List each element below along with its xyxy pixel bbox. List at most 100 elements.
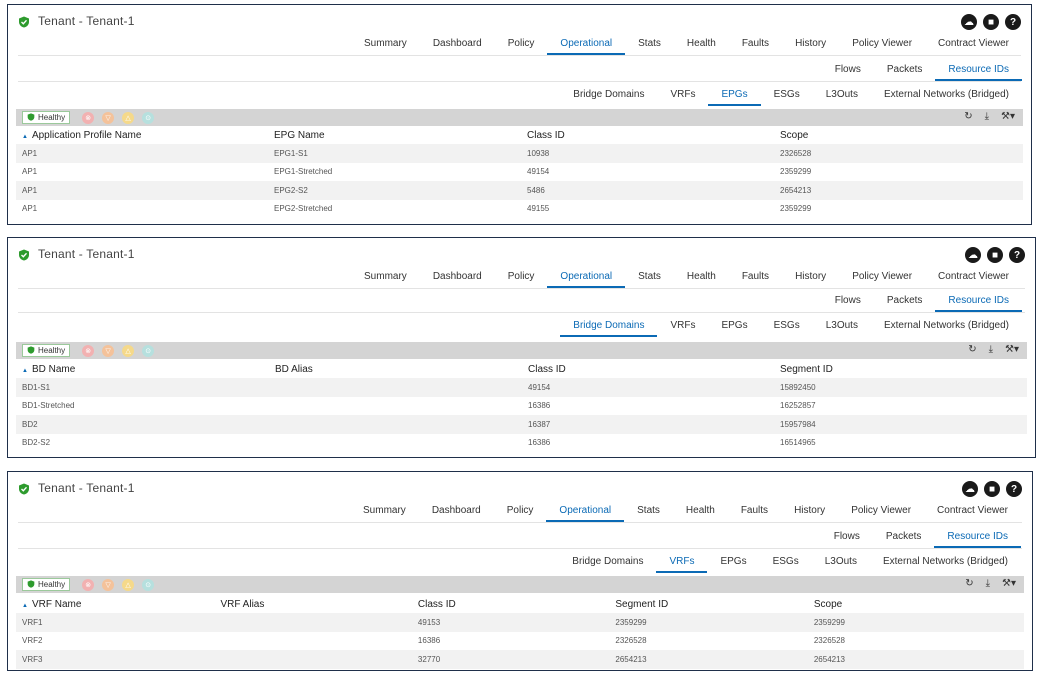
column-header-bd-name[interactable]: ▲ BD Name — [16, 364, 269, 375]
table-row[interactable]: AP1 EPG2-S2 5486 2654213 — [16, 181, 1023, 200]
tab-health[interactable]: Health — [686, 271, 716, 282]
tab-contract-viewer[interactable]: Contract Viewer — [937, 505, 1008, 516]
tools-icon[interactable]: ⚒▾ — [1001, 111, 1015, 122]
restab-bridge-domains[interactable]: Bridge Domains — [572, 556, 644, 567]
major-icon[interactable]: ▽ — [102, 111, 115, 124]
column-header-epg-name[interactable]: EPG Name — [268, 130, 521, 141]
column-header-scope[interactable]: Scope — [808, 599, 1024, 610]
subtab-packets[interactable]: Packets — [886, 64, 923, 75]
restab-external-networks-bridged[interactable]: External Networks (Bridged) — [883, 89, 1009, 100]
column-header-segment-id[interactable]: Segment ID — [609, 599, 807, 610]
table-row[interactable]: BD2-S2 16386 16514965 — [16, 434, 1027, 453]
critical-icon[interactable]: ⊗ — [82, 344, 95, 357]
restab-bridge-domains[interactable]: Bridge Domains — [560, 319, 658, 337]
table-row[interactable]: AP1 EPG2-Stretched 49155 2359299 — [16, 200, 1023, 219]
download-icon[interactable]: ⤓ — [984, 111, 990, 122]
tab-faults[interactable]: Faults — [740, 505, 769, 516]
column-header-vrf-alias[interactable]: VRF Alias — [214, 599, 411, 610]
tab-history[interactable]: History — [795, 38, 827, 49]
tab-dashboard[interactable]: Dashboard — [432, 271, 482, 282]
tab-history[interactable]: History — [794, 505, 826, 516]
restab-external-networks-bridged[interactable]: External Networks (Bridged) — [882, 556, 1008, 567]
tools-icon[interactable]: ⚒▾ — [1005, 344, 1019, 355]
tab-stats[interactable]: Stats — [637, 505, 660, 516]
restab-esgs[interactable]: ESGs — [773, 89, 800, 100]
help-icon[interactable]: ? — [1006, 481, 1022, 497]
subtab-packets[interactable]: Packets — [886, 295, 923, 306]
table-row[interactable]: VRF1 49153 2359299 2359299 — [16, 613, 1024, 632]
warning-icon[interactable]: ⊙ — [142, 578, 155, 591]
tab-faults[interactable]: Faults — [741, 38, 770, 49]
cloud-icon[interactable]: ☁ — [961, 14, 977, 30]
column-header-scope[interactable]: Scope — [774, 130, 994, 141]
restab-vrfs[interactable]: VRFs — [670, 89, 696, 100]
restab-vrfs[interactable]: VRFs — [656, 555, 708, 573]
table-row[interactable]: BD1-S1 49154 15892450 — [16, 378, 1027, 397]
minor-icon[interactable]: △ — [122, 111, 135, 124]
health-status-badge[interactable]: Healthy — [22, 344, 71, 357]
refresh-icon[interactable]: ↻ — [965, 578, 974, 589]
table-row[interactable]: AP1 EPG1-S1 10938 2326528 — [16, 144, 1023, 163]
download-icon[interactable]: ⤓ — [988, 344, 994, 355]
critical-icon[interactable]: ⊗ — [82, 111, 95, 124]
major-icon[interactable]: ▽ — [102, 578, 115, 591]
tab-stats[interactable]: Stats — [638, 38, 661, 49]
tab-operational[interactable]: Operational — [547, 270, 625, 288]
bookmark-icon[interactable]: ■ — [987, 247, 1003, 263]
tab-policy[interactable]: Policy — [507, 271, 535, 282]
warning-icon[interactable]: ⊙ — [142, 111, 155, 124]
tools-icon[interactable]: ⚒▾ — [1002, 578, 1016, 589]
restab-l3outs[interactable]: L3Outs — [825, 89, 858, 100]
table-row[interactable]: BD1-Stretched 16386 16252857 — [16, 397, 1027, 416]
cloud-icon[interactable]: ☁ — [962, 481, 978, 497]
tab-summary[interactable]: Summary — [363, 505, 406, 516]
restab-l3outs[interactable]: L3Outs — [825, 320, 858, 331]
subtab-flows[interactable]: Flows — [834, 295, 861, 306]
tab-policy-viewer[interactable]: Policy Viewer — [852, 38, 913, 49]
restab-esgs[interactable]: ESGs — [772, 556, 799, 567]
tab-history[interactable]: History — [795, 271, 827, 282]
refresh-icon[interactable]: ↻ — [964, 111, 973, 122]
table-row[interactable]: VRF2 16386 2326528 2326528 — [16, 632, 1024, 651]
restab-epgs[interactable]: EPGs — [708, 88, 761, 106]
bookmark-icon[interactable]: ■ — [983, 14, 999, 30]
table-row[interactable]: VRF3 32770 2654213 2654213 — [16, 650, 1024, 669]
subtab-resource-ids[interactable]: Resource IDs — [935, 63, 1022, 81]
tab-health[interactable]: Health — [686, 38, 716, 49]
column-header-class-id[interactable]: Class ID — [522, 364, 774, 375]
tab-policy[interactable]: Policy — [506, 505, 534, 516]
warning-icon[interactable]: ⊙ — [142, 344, 155, 357]
download-icon[interactable]: ⤓ — [985, 578, 991, 589]
tab-policy-viewer[interactable]: Policy Viewer — [851, 505, 912, 516]
column-header-class-id[interactable]: Class ID — [521, 130, 774, 141]
tab-operational[interactable]: Operational — [546, 504, 624, 522]
subtab-resource-ids[interactable]: Resource IDs — [934, 530, 1021, 548]
subtab-resource-ids[interactable]: Resource IDs — [935, 294, 1022, 312]
tab-summary[interactable]: Summary — [364, 38, 407, 49]
tab-faults[interactable]: Faults — [741, 271, 770, 282]
restab-epgs[interactable]: EPGs — [720, 556, 747, 567]
tab-health[interactable]: Health — [685, 505, 715, 516]
minor-icon[interactable]: △ — [122, 578, 135, 591]
critical-icon[interactable]: ⊗ — [82, 578, 95, 591]
tab-dashboard[interactable]: Dashboard — [432, 38, 482, 49]
table-row[interactable]: AP1 EPG1-Stretched 49154 2359299 — [16, 163, 1023, 182]
health-status-badge[interactable]: Healthy — [22, 111, 71, 124]
help-icon[interactable]: ? — [1005, 14, 1021, 30]
minor-icon[interactable]: △ — [122, 344, 135, 357]
major-icon[interactable]: ▽ — [102, 344, 115, 357]
restab-esgs[interactable]: ESGs — [773, 320, 800, 331]
restab-bridge-domains[interactable]: Bridge Domains — [573, 89, 645, 100]
table-row[interactable]: BD2 16387 15957984 — [16, 415, 1027, 434]
column-header-segment-id[interactable]: Segment ID — [774, 364, 994, 375]
restab-vrfs[interactable]: VRFs — [670, 320, 696, 331]
refresh-icon[interactable]: ↻ — [968, 344, 977, 355]
tab-operational[interactable]: Operational — [547, 37, 625, 55]
restab-l3outs[interactable]: L3Outs — [824, 556, 857, 567]
subtab-flows[interactable]: Flows — [834, 64, 861, 75]
column-header-bd-alias[interactable]: BD Alias — [269, 364, 522, 375]
health-status-badge[interactable]: Healthy — [22, 578, 71, 591]
cloud-icon[interactable]: ☁ — [965, 247, 981, 263]
tab-contract-viewer[interactable]: Contract Viewer — [938, 38, 1009, 49]
tab-policy[interactable]: Policy — [507, 38, 535, 49]
